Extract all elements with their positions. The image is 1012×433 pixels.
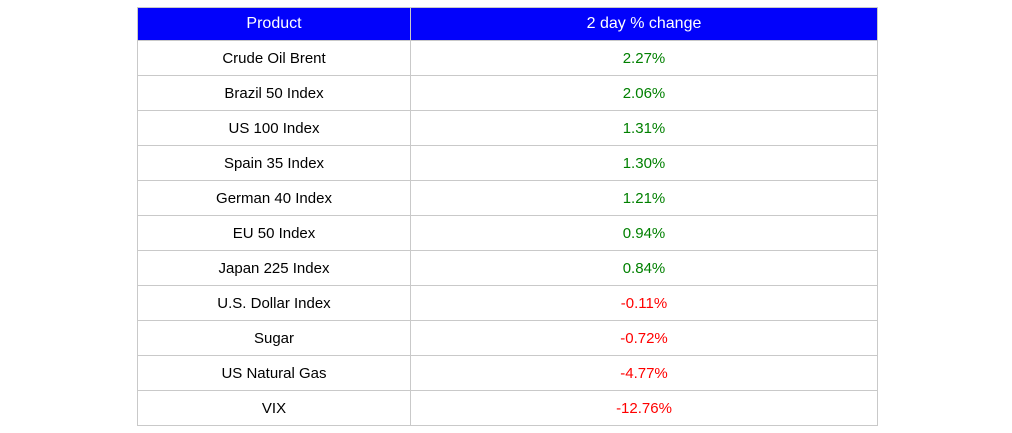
- change-cell: 0.84%: [410, 250, 878, 286]
- table-row: Spain 35 Index 1.30%: [137, 145, 878, 181]
- product-cell: US 100 Index: [137, 110, 411, 146]
- product-cell: Crude Oil Brent: [137, 40, 411, 76]
- table-row: US Natural Gas -4.77%: [137, 355, 878, 391]
- product-cell: Sugar: [137, 320, 411, 356]
- product-cell: Brazil 50 Index: [137, 75, 411, 111]
- table-row: U.S. Dollar Index -0.11%: [137, 285, 878, 321]
- product-cell: Japan 225 Index: [137, 250, 411, 286]
- change-cell: -0.11%: [410, 285, 878, 321]
- change-cell: -12.76%: [410, 390, 878, 426]
- column-header-product: Product: [137, 7, 411, 41]
- table-body: Crude Oil Brent 2.27% Brazil 50 Index 2.…: [137, 40, 878, 426]
- table-row: German 40 Index 1.21%: [137, 180, 878, 216]
- market-table: Product 2 day % change Crude Oil Brent 2…: [137, 7, 878, 426]
- product-cell: VIX: [137, 390, 411, 426]
- change-cell: 2.06%: [410, 75, 878, 111]
- change-cell: 2.27%: [410, 40, 878, 76]
- change-cell: 1.21%: [410, 180, 878, 216]
- table-row: Sugar -0.72%: [137, 320, 878, 356]
- column-header-change: 2 day % change: [410, 7, 878, 41]
- table-row: VIX -12.76%: [137, 390, 878, 426]
- change-cell: -4.77%: [410, 355, 878, 391]
- table-header-row: Product 2 day % change: [137, 7, 878, 41]
- change-cell: -0.72%: [410, 320, 878, 356]
- table-row: Crude Oil Brent 2.27%: [137, 40, 878, 76]
- product-cell: U.S. Dollar Index: [137, 285, 411, 321]
- table-row: EU 50 Index 0.94%: [137, 215, 878, 251]
- change-cell: 0.94%: [410, 215, 878, 251]
- table-row: US 100 Index 1.31%: [137, 110, 878, 146]
- product-cell: EU 50 Index: [137, 215, 411, 251]
- table-row: Brazil 50 Index 2.06%: [137, 75, 878, 111]
- change-cell: 1.30%: [410, 145, 878, 181]
- product-cell: Spain 35 Index: [137, 145, 411, 181]
- product-cell: German 40 Index: [137, 180, 411, 216]
- table-row: Japan 225 Index 0.84%: [137, 250, 878, 286]
- change-cell: 1.31%: [410, 110, 878, 146]
- product-cell: US Natural Gas: [137, 355, 411, 391]
